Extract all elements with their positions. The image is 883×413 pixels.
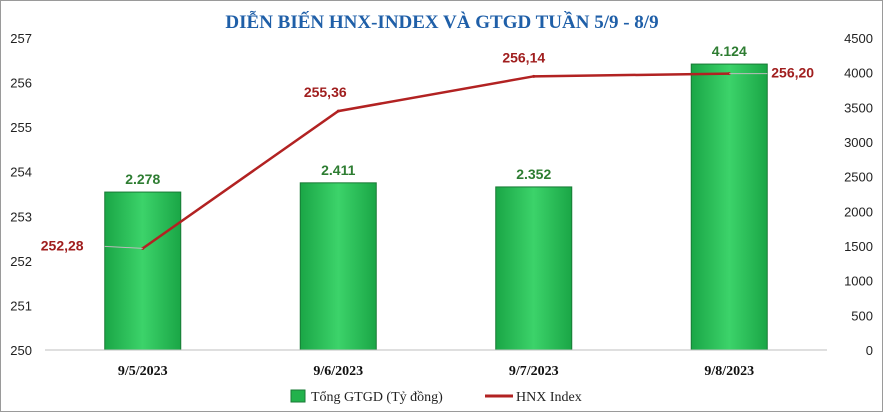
line-path (142, 72, 730, 250)
category-label: 9/5/2023 (118, 364, 168, 379)
line-data-label: 252,28 (41, 237, 84, 253)
right-tick-label: 4500 (844, 31, 873, 46)
left-tick-label: 252 (10, 254, 32, 269)
left-tick-label: 257 (10, 31, 32, 46)
bar-data-label: 2.278 (125, 171, 160, 187)
left-tick-label: 255 (10, 120, 32, 135)
category-label: 9/8/2023 (704, 364, 754, 379)
category-axis: 9/5/2023 9/6/2023 9/7/2023 9/8/2023 (45, 349, 827, 379)
right-tick-label: 1000 (844, 274, 873, 289)
right-tick-label: 3000 (844, 135, 873, 150)
right-tick-label: 2500 (844, 170, 873, 185)
legend: Tổng GTGD (Tỷ đồng) HNX Index (290, 389, 582, 405)
right-axis: 0 500 1000 1500 2000 2500 3000 3500 4000 4500 (844, 31, 873, 358)
right-tick-label: 2000 (844, 204, 873, 219)
line-data-label: 256,14 (502, 49, 545, 65)
line-data-label: 256,20 (771, 65, 814, 81)
bar-series: 2.278 2.411 2.352 4.124 (104, 43, 768, 351)
bar (690, 63, 768, 351)
bar-data-label: 4.124 (712, 43, 747, 59)
left-tick-label: 250 (10, 343, 32, 358)
bar (299, 182, 377, 351)
line-data-label: 255,36 (304, 84, 347, 100)
line-point (532, 74, 536, 78)
legend-label-bar: Tổng GTGD (Tỷ đồng) (311, 390, 443, 405)
line-point (336, 109, 340, 113)
right-tick-label: 3500 (844, 100, 873, 115)
category-label: 9/7/2023 (509, 364, 559, 379)
bar (495, 186, 573, 351)
right-tick-label: 4000 (844, 66, 873, 81)
left-tick-label: 253 (10, 209, 32, 224)
right-tick-label: 1500 (844, 239, 873, 254)
chart-title: DIỄN BIẾN HNX-INDEX VÀ GTGD TUẦN 5/9 - 8… (225, 11, 658, 33)
left-tick-label: 254 (10, 165, 32, 180)
legend-label-line: HNX Index (516, 390, 582, 405)
left-tick-label: 251 (10, 298, 32, 313)
line-series: 252,28 255,36 256,14 256,20 (41, 49, 815, 253)
right-tick-label: 0 (866, 343, 873, 358)
bar-data-label: 2.411 (321, 162, 355, 178)
bar-data-label: 2.352 (516, 166, 551, 182)
category-label: 9/6/2023 (313, 364, 363, 379)
line-label-leader (104, 245, 143, 249)
right-tick-label: 500 (851, 308, 873, 323)
bar (104, 191, 182, 351)
left-axis: 250 251 252 253 254 255 256 257 (10, 31, 32, 358)
legend-swatch-bar (290, 389, 306, 403)
left-tick-label: 256 (10, 76, 32, 91)
